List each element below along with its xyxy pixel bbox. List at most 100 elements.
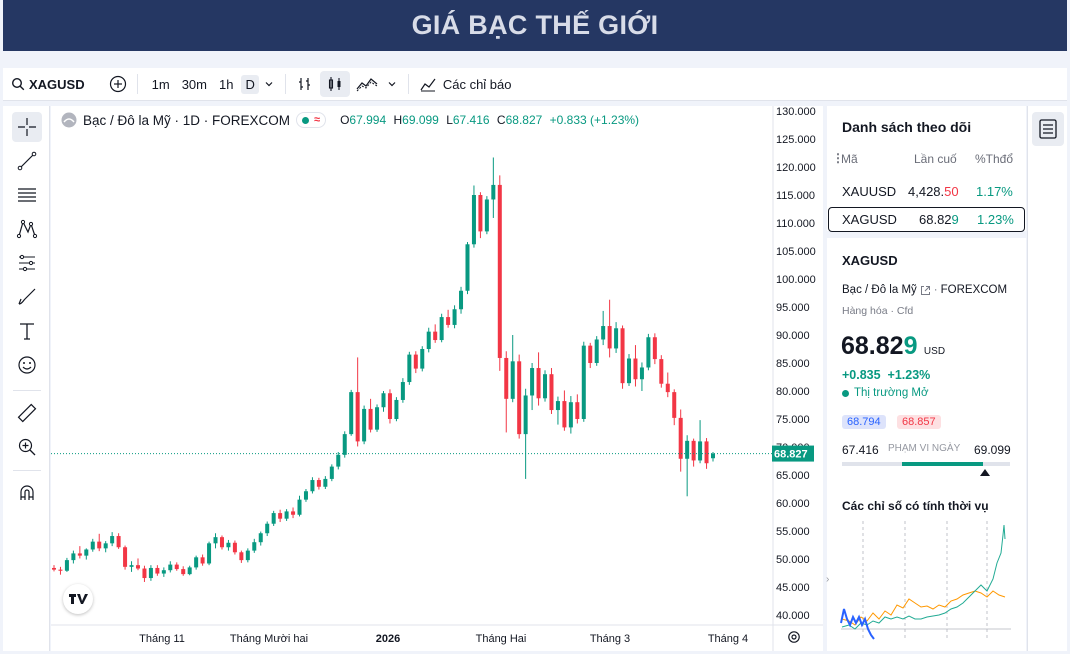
smiley-icon xyxy=(18,356,36,374)
seasonal-series-orange xyxy=(841,590,1006,626)
page-title: GIÁ BẠC THẾ GIỚI xyxy=(411,10,659,40)
tv-logo-icon xyxy=(69,594,88,604)
trendline-tool[interactable] xyxy=(12,146,42,176)
compare-button[interactable] xyxy=(103,68,133,100)
brush-tool[interactable] xyxy=(12,282,42,312)
candle-body xyxy=(135,565,140,569)
seasonal-title[interactable]: Các chỉ số có tính thời vụ xyxy=(842,499,989,513)
candle-body xyxy=(659,359,664,384)
chevron-down-icon[interactable] xyxy=(386,78,398,90)
detail-symbol[interactable]: XAGUSD xyxy=(842,253,898,268)
seasonal-series-green xyxy=(841,524,1006,630)
candle-body xyxy=(213,537,218,544)
ohlc-values: O67.994 H69.099 L67.416 C68.827 +0.833 (… xyxy=(340,113,640,127)
col-change[interactable]: %Thđổ xyxy=(975,152,1014,166)
candle-body xyxy=(355,392,360,442)
chart-panel[interactable]: 130.000 125.000 120.000 115.000 110.000 105.0… xyxy=(51,106,823,651)
candle-body xyxy=(672,392,677,418)
candle-body xyxy=(219,537,224,548)
candle-body xyxy=(465,244,470,291)
emoji-tool[interactable] xyxy=(12,350,42,380)
candle-body xyxy=(110,536,115,544)
candle-body xyxy=(200,557,205,564)
candle-body xyxy=(413,354,418,369)
interval-1m[interactable]: 1m xyxy=(151,76,170,92)
horizontal-lines-icon xyxy=(18,188,36,202)
candle-body xyxy=(232,542,237,553)
interval-d[interactable]: D xyxy=(241,74,259,94)
panel-collapse-handle[interactable]: › xyxy=(826,574,830,585)
watchlist-toggle-button[interactable] xyxy=(1032,112,1064,146)
row-last: 4,428.50 xyxy=(908,184,959,199)
bid-badge: 68.794 xyxy=(842,415,886,429)
col-last[interactable]: Lần cuố xyxy=(914,152,957,166)
row-symbol: XAGUSD xyxy=(842,212,897,227)
indicators-button[interactable]: Các chỉ báo xyxy=(413,68,518,100)
y-tick-label: 50.000 xyxy=(776,554,810,566)
candle-body xyxy=(336,454,341,467)
tradingview-logo[interactable] xyxy=(63,584,93,614)
external-link-icon[interactable] xyxy=(920,285,931,296)
range-marker-icon xyxy=(980,469,990,476)
chevron-down-icon[interactable] xyxy=(263,78,275,90)
price-chart[interactable]: 130.000 125.000 120.000 115.000 110.000 105.0… xyxy=(51,106,823,651)
ohlc-high: 69.099 xyxy=(402,113,439,127)
x-tick-label: Tháng 11 xyxy=(139,633,185,645)
y-tick-label: 75.000 xyxy=(776,414,810,426)
seasonal-chart[interactable] xyxy=(839,513,1019,653)
text-icon xyxy=(20,323,34,340)
watchlist-row[interactable]: XAGUSD 68.829 1.23% xyxy=(828,207,1025,232)
symbol-search[interactable]: XAGUSD xyxy=(3,68,91,100)
legend-title[interactable]: Bạc / Đô la Mỹ · 1D · FOREXCOM xyxy=(83,112,291,128)
candle-body xyxy=(710,453,716,459)
crosshair-icon xyxy=(18,118,36,136)
pattern-tool[interactable] xyxy=(12,214,42,244)
col-symbol[interactable]: Mã xyxy=(841,152,858,166)
y-tick-label: 45.000 xyxy=(776,582,810,594)
candle-body xyxy=(297,499,302,515)
candle-body xyxy=(226,542,231,548)
crosshair-tool[interactable] xyxy=(12,112,42,142)
range-label: PHẠM VI NGÀY xyxy=(888,443,961,454)
magnet-tool[interactable] xyxy=(12,478,42,508)
interval-1h[interactable]: 1h xyxy=(218,76,234,92)
candle-body xyxy=(310,480,315,492)
candle-body xyxy=(646,337,651,368)
x-tick-label: Tháng 4 xyxy=(708,633,748,645)
candle-body xyxy=(446,317,451,325)
last-price-label: 68.827 xyxy=(774,449,808,461)
status-dot xyxy=(842,389,849,397)
candle-body xyxy=(284,511,289,519)
candle-body xyxy=(71,553,76,561)
y-tick-label: 85.000 xyxy=(776,358,810,370)
zoom-tool[interactable] xyxy=(12,432,42,462)
detail-name[interactable]: Bạc / Đô la Mỹ xyxy=(842,284,917,296)
tool-divider xyxy=(13,390,41,391)
candle-body xyxy=(265,523,270,534)
x-tick-label: 2026 xyxy=(376,633,400,645)
fib-tool[interactable] xyxy=(12,180,42,210)
text-tool[interactable] xyxy=(12,316,42,346)
market-open-dot xyxy=(302,116,310,124)
area-style-button[interactable] xyxy=(350,68,404,100)
candle-body xyxy=(575,402,580,419)
candles-style-button[interactable] xyxy=(319,71,350,97)
ohlc-open: 67.994 xyxy=(349,113,387,127)
chart-settings-button[interactable] xyxy=(787,630,801,649)
candle-body xyxy=(691,440,696,461)
drag-handle-icon[interactable]: ⋮ xyxy=(832,151,844,165)
candle-body xyxy=(478,195,483,232)
candle-body xyxy=(155,567,160,574)
area-chart-icon xyxy=(356,78,378,92)
bar-style-button[interactable] xyxy=(290,68,320,100)
measure-tool[interactable] xyxy=(12,398,42,428)
forecast-tool[interactable] xyxy=(12,248,42,278)
watchlist-row[interactable]: XAUUSD 4,428.50 1.17% xyxy=(827,178,1026,204)
interval-30m[interactable]: 30m xyxy=(181,76,207,92)
candle-body xyxy=(665,383,670,393)
market-status-pill[interactable]: ≈ xyxy=(296,112,327,128)
candle-body xyxy=(459,290,464,310)
chart-legend: Bạc / Đô la Mỹ · 1D · FOREXCOM ≈ O67.994… xyxy=(61,112,639,128)
candle-body xyxy=(148,567,153,579)
watchlist-title[interactable]: Danh sách theo dõi xyxy=(842,119,972,135)
